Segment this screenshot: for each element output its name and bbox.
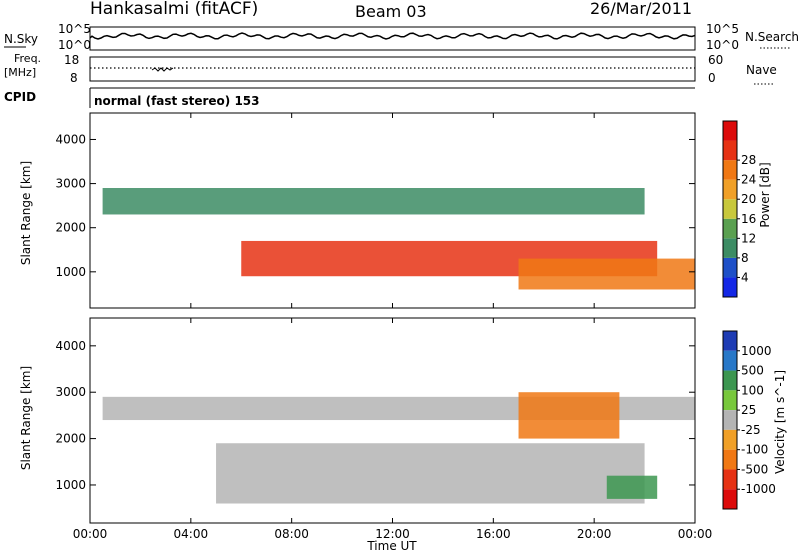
cpid-panel: CPID normal (fast stereo) 153 [4,87,695,108]
freq-wiggle [151,67,174,72]
power-ytick-label: 2000 [55,221,86,235]
velocity-colorbar-tick-label: -1000 [741,482,776,496]
velocity-colorbar-segment [723,370,737,391]
x-tick-label: 04:00 [174,527,209,541]
nave-label: Nave [746,63,777,77]
power-colorbar-segment [723,238,737,258]
power-colorbar-segment [723,257,737,278]
velocity-region [216,443,645,504]
velocity-ytick-label: 4000 [55,339,86,353]
nsearch-label: N.Search [745,30,799,44]
nsky-frame [89,26,696,51]
date-title: 26/Mar/2011 [590,0,692,18]
velocity-colorbar-tick-label: -25 [741,423,761,437]
x-tick-label: 12:00 [375,527,410,541]
velocity-ytick-label: 3000 [55,385,86,399]
nsearch-tick-top: 10^5 [706,22,739,36]
power-colorbar-tick-label: 24 [741,173,756,187]
velocity-colorbar-segment [723,489,737,509]
velocity-colorbar-tick-label: 500 [741,364,764,378]
cpid-label: CPID [4,90,36,104]
power-colorbar-segment [723,277,737,297]
power-ytick-label: 3000 [55,177,86,191]
nsky-tick-top: 10^5 [58,22,91,36]
power-colorbar-tick-label: 16 [741,212,756,226]
velocity-colorbar-tick-label: 25 [741,403,756,417]
x-tick-label: 20:00 [577,527,612,541]
power-colorbar-segment [723,160,737,180]
velocity-colorbar: 1000 500 100 25 -25 -100 -500 -1000 [722,330,776,510]
velocity-ytick-label: 2000 [55,432,86,446]
x-tick-label: 00:00 [678,527,713,541]
power-colorbar-frame [722,120,738,298]
velocity-colorbar-frame [722,330,738,510]
freq-unit-label: [MHz] [4,66,36,79]
power-ylabel: Slant Range [km] [19,161,33,265]
velocity-colorbar-segment [723,429,737,450]
power-panel: 1000 2000 3000 4000 Slant Range [km] 4 8 12 16… [19,112,772,309]
beam-title: Beam 03 [355,2,427,21]
velocity-colorbar-segment [723,390,737,411]
cpid-text: normal (fast stereo) 153 [94,94,260,108]
freq-tick-bottom: 8 [70,71,78,85]
time-axis: 00:00 04:00 08:00 12:00 16:00 20:00 00:00 [73,113,713,541]
velocity-region [518,392,620,439]
velocity-colorbar-segment [723,469,737,490]
power-colorbar-segment [723,121,737,141]
power-colorbar-tick-label: 28 [741,153,756,167]
power-colorbar-segment [723,179,737,200]
freq-label: Freq. [14,52,41,65]
power-colorbar-segment [723,199,737,219]
velocity-region [606,475,658,499]
x-tick-label: 16:00 [476,527,511,541]
power-colorbar-tick-label: 4 [741,270,749,284]
freq-tick-top: 18 [64,53,79,67]
velocity-colorbar-label: Velocity [m s^-1] [773,370,787,474]
x-axis-label: Time UT [366,539,417,553]
velocity-colorbar-tick-label: -100 [741,443,768,457]
velocity-colorbar-tick-label: 1000 [741,344,772,358]
power-colorbar-tick-label: 20 [741,192,756,206]
velocity-panel: 1000 2000 3000 4000 Slant Range [km] 1000 50… [19,317,787,524]
power-colorbar-segment [723,140,737,161]
station-title: Hankasalmi (fitACF) [90,0,258,19]
nsky-tick-bottom: 10^0 [58,38,91,52]
power-ytick-label: 4000 [55,132,86,146]
velocity-colorbar-tick-label: 100 [741,383,764,397]
nsky-trace [89,32,696,40]
x-tick-label: 08:00 [274,527,309,541]
power-region [102,188,645,215]
velocity-y-axis: 1000 2000 3000 4000 [55,339,695,492]
power-data-layer [102,188,695,290]
velocity-ytick-label: 1000 [55,478,86,492]
nsearch-tick-bottom: 10^0 [706,38,739,52]
power-colorbar-label: Power [dB] [758,162,772,227]
power-y-axis: 1000 2000 3000 4000 [55,132,695,279]
velocity-data-layer [102,392,695,504]
nave-tick-top: 60 [708,53,723,67]
x-tick-label: 00:00 [73,527,108,541]
nave-tick-bottom: 0 [708,71,716,85]
power-ytick-label: 1000 [55,265,86,279]
freq-frame [89,56,696,82]
velocity-colorbar-segment [723,449,737,470]
freq-panel: Freq. [MHz] 18 8 60 0 Nave [4,52,777,85]
power-colorbar-tick-label: 12 [741,231,756,245]
velocity-colorbar-segment [723,410,737,430]
power-colorbar-segment [723,218,737,239]
velocity-colorbar-tick-label: -500 [741,462,768,476]
velocity-colorbar-segment [723,350,737,371]
power-colorbar-tick-label: 8 [741,251,749,265]
nsky-panel: N.Sky 10^5 10^0 10^5 10^0 N.Search [4,22,799,52]
power-region [518,258,695,290]
velocity-ylabel: Slant Range [km] [19,366,33,470]
power-colorbar: 4 8 12 16 20 24 28 [722,120,756,298]
velocity-colorbar-segment [723,331,737,351]
nsky-label: N.Sky [4,32,38,46]
